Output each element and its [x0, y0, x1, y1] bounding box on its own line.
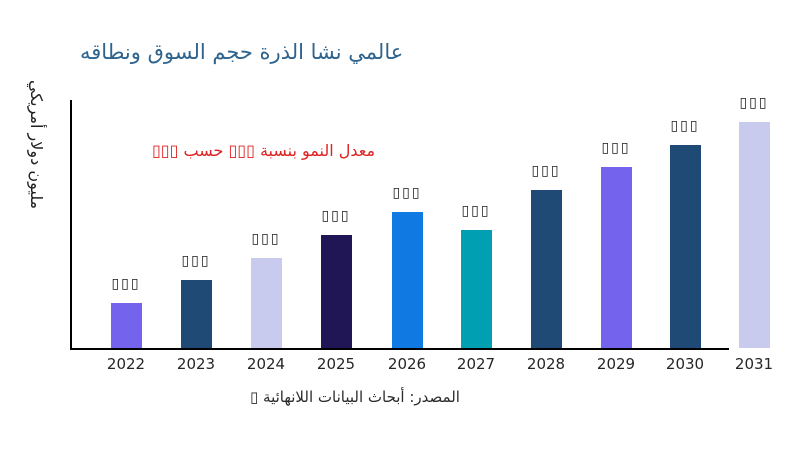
bar-value-label-2031: ▯▯▯ [739, 95, 769, 111]
x-tick-label-2030: 2030 [665, 355, 705, 373]
y-axis-label: مليون دولار أمريكي [27, 80, 46, 210]
x-tick-label-2024: 2024 [246, 355, 286, 373]
bar-2023 [181, 280, 212, 348]
bar-value-label-2027: ▯▯▯ [461, 203, 491, 219]
x-tick-label-2027: 2027 [456, 355, 496, 373]
bar-value-label-2030: ▯▯▯ [670, 118, 700, 134]
bar-value-label-2028: ▯▯▯ [531, 163, 561, 179]
x-tick-label-2026: 2026 [387, 355, 427, 373]
bar-2028 [531, 190, 562, 348]
bar-value-label-2022: ▯▯▯ [111, 276, 141, 292]
bar-2022 [111, 303, 142, 348]
bar-2024 [251, 258, 282, 348]
page-title: عالمي نشا الذرة حجم السوق ونطاقه [80, 40, 404, 64]
source-note: المصدر: أبحاث البيانات اللانهائية ▯ [250, 388, 460, 406]
x-tick-label-2022: 2022 [106, 355, 146, 373]
bar-2030 [670, 145, 701, 348]
bar-2027 [461, 230, 492, 348]
bar-value-label-2026: ▯▯▯ [392, 185, 422, 201]
x-tick-label-2028: 2028 [526, 355, 566, 373]
x-axis-line [70, 348, 729, 350]
bar-2031 [739, 122, 770, 348]
bar-value-label-2024: ▯▯▯ [251, 231, 281, 247]
bar-2025 [321, 235, 352, 348]
x-tick-label-2023: 2023 [176, 355, 216, 373]
bar-2026 [392, 212, 423, 348]
bar-value-label-2029: ▯▯▯ [601, 140, 631, 156]
bar-value-label-2025: ▯▯▯ [321, 208, 351, 224]
x-tick-label-2025: 2025 [316, 355, 356, 373]
bar-2029 [601, 167, 632, 348]
x-tick-label-2031: 2031 [734, 355, 774, 373]
bar-value-label-2023: ▯▯▯ [181, 253, 211, 269]
growth-rate-annotation: معدل النمو بنسبة ▯▯▯ حسب ▯▯▯ [152, 141, 376, 160]
x-tick-label-2029: 2029 [596, 355, 636, 373]
y-axis-line [70, 100, 72, 350]
